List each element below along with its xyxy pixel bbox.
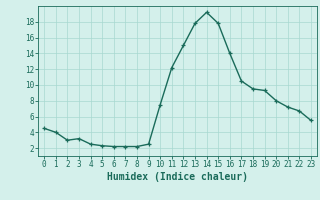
X-axis label: Humidex (Indice chaleur): Humidex (Indice chaleur): [107, 172, 248, 182]
